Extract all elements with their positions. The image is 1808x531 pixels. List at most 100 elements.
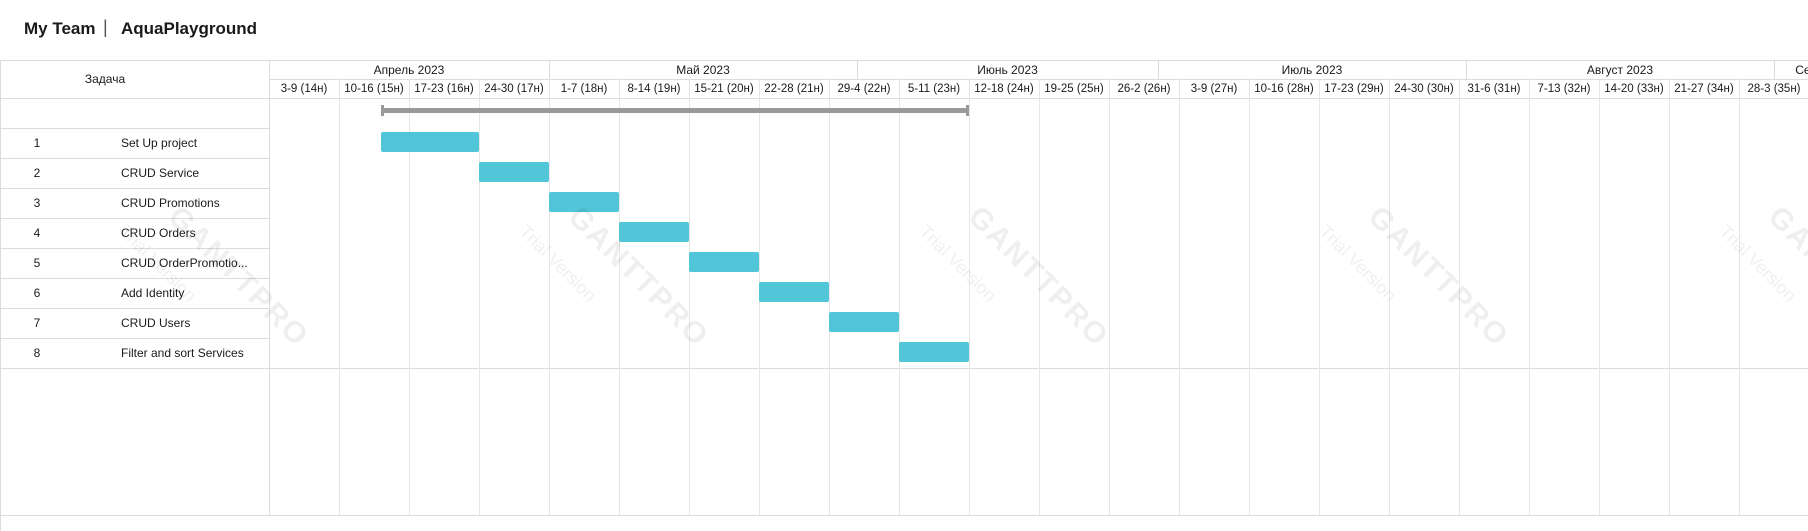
grid-task-column-border [269,60,270,515]
week-grid-line [1319,79,1320,515]
watermark-brand: GANTTPRO [1761,200,1808,354]
week-grid-line [1669,79,1670,515]
task-number: 3 [33,196,41,210]
month-label: Сент [1795,63,1808,77]
week-label: 7-13 (32н) [1537,83,1591,95]
grid-top-line [0,60,1808,61]
task-bar[interactable] [549,192,619,212]
week-label: 31-6 (31н) [1467,83,1521,95]
week-label: 24-30 (30н) [1394,83,1454,95]
task-bar[interactable] [479,162,549,182]
week-label: 24-30 (17н) [484,83,544,95]
week-grid-line [899,79,900,515]
week-grid-line [549,79,550,515]
grid-row-line [0,338,269,339]
task-number: 4 [33,226,41,240]
week-label: 10-16 (28н) [1254,83,1314,95]
header-separator: | [103,17,108,37]
week-label: 10-16 (15н) [344,83,404,95]
task-name[interactable]: CRUD OrderPromotio... [121,256,248,270]
week-label: 28-3 (35н) [1747,83,1801,95]
task-bar[interactable] [619,222,689,242]
project-summary-bar[interactable] [381,108,969,113]
task-number: 7 [33,316,41,330]
task-number: 6 [33,286,41,300]
week-grid-line [1179,79,1180,515]
task-name[interactable]: Set Up project [121,136,198,150]
grid-left-border [0,60,1,531]
week-grid-line [1529,79,1530,515]
month-label: Июнь 2023 [977,63,1038,77]
grid-row-line [0,308,269,309]
week-label: 5-11 (23н) [907,83,961,95]
task-name[interactable]: Add Identity [121,286,185,300]
grid-bottom-line [0,515,1808,516]
grid-month-line [269,79,1808,80]
watermark: GANTTPRO Trial Version [1316,200,1516,383]
week-grid-line [689,79,690,515]
week-label: 19-25 (25н) [1044,83,1104,95]
week-label: 8-14 (19н) [627,83,681,95]
week-grid-line [1389,79,1390,515]
month-grid-line [857,60,858,79]
week-grid-line [969,79,970,515]
week-label: 12-18 (24н) [974,83,1034,95]
project-name[interactable]: AquaPlayground [121,19,258,38]
week-grid-line [1599,79,1600,515]
summary-bar-end-cap [966,105,969,116]
week-label: 15-21 (20н) [694,83,754,95]
week-grid-line [1039,79,1040,515]
week-grid-line [619,79,620,515]
month-grid-line [1466,60,1467,79]
grid-header-line [0,98,1808,99]
task-bar[interactable] [899,342,969,362]
month-grid-line [549,60,550,79]
week-grid-line [339,79,340,515]
grid-row-line [0,248,269,249]
week-grid-line [409,79,410,515]
grid-row-line [0,368,1808,369]
task-name[interactable]: CRUD Users [121,316,191,330]
month-grid-line [1158,60,1159,79]
week-label: 17-23 (29н) [1324,83,1384,95]
task-number: 1 [33,136,41,150]
task-bar[interactable] [381,132,479,152]
month-label: Июль 2023 [1281,63,1343,77]
task-name[interactable]: CRUD Orders [121,226,196,240]
week-grid-line [1249,79,1250,515]
month-label: Август 2023 [1586,63,1654,77]
watermark-text: Trial Version [515,221,601,306]
week-label: 29-4 (22н) [837,83,891,95]
month-label: Май 2023 [676,63,730,77]
month-grid-line [1774,60,1775,79]
watermark-text: Trial Version [1715,221,1801,306]
grid-row-line [0,218,269,219]
task-bar[interactable] [759,282,829,302]
task-name[interactable]: CRUD Promotions [121,196,220,210]
team-name[interactable]: My Team [24,19,96,38]
week-label: 3-9 (14н) [280,83,328,95]
task-column-header[interactable]: Задача [84,72,126,86]
week-label: 21-27 (34н) [1674,83,1734,95]
task-name[interactable]: CRUD Service [121,166,200,180]
month-label: Апрель 2023 [373,63,445,77]
week-grid-line [479,79,480,515]
summary-bar-start-cap [381,105,384,116]
gantt-chart: Задача Апрель 2023 Май 2023 Июнь 2023 Июль … [0,60,1808,531]
watermark-text: Trial Version [1315,221,1401,306]
week-grid-line [1459,79,1460,515]
week-label: 14-20 (33н) [1604,83,1664,95]
task-bar[interactable] [689,252,759,272]
grid-summary-line [0,128,269,129]
grid-row-line [0,188,269,189]
task-number: 8 [33,346,41,360]
grid-row-line [0,158,269,159]
task-number: 2 [33,166,41,180]
watermark-brand: GANTTPRO [1361,200,1516,354]
week-grid-line [829,79,830,515]
task-name[interactable]: Filter and sort Services [121,346,244,360]
app-header: My Team | AquaPlayground [0,0,1808,60]
week-grid-line [1109,79,1110,515]
task-bar[interactable] [829,312,899,332]
week-label: 17-23 (16н) [414,83,474,95]
